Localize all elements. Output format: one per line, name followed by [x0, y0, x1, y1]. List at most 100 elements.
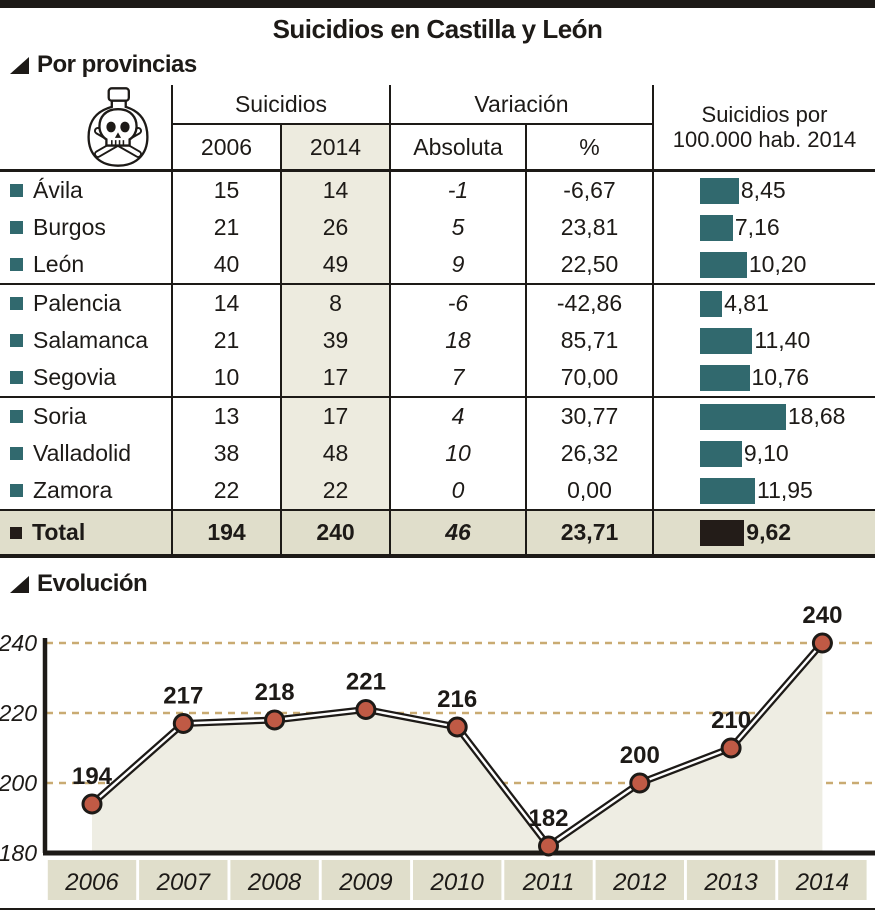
rate-value: 18,68 [787, 403, 846, 429]
data-label: 194 [72, 763, 113, 790]
year-box [778, 860, 867, 900]
variation-percent-cell: 22,50 [525, 246, 652, 283]
province-name: León [33, 251, 85, 277]
suicides-2006-cell: 22 [171, 472, 280, 509]
rate-value: 8,45 [740, 177, 786, 203]
suicides-2014-cell: 22 [280, 472, 389, 509]
table-row: Valladolid 38 48 10 26,32 9,10 [0, 435, 875, 472]
suicides-2006-cell: 13 [171, 398, 280, 435]
variation-absolute-cell: -1 [389, 172, 525, 209]
colgroup-variacion: Variación [389, 85, 652, 125]
square-bullet-icon [10, 447, 23, 460]
province-name-cell: Total [0, 511, 171, 554]
rate-value: 9,10 [743, 440, 789, 466]
suicides-2014-cell: 240 [280, 511, 389, 554]
variation-absolute-cell: 5 [389, 209, 525, 246]
province-name: Soria [33, 403, 87, 429]
province-name-cell: Palencia [0, 285, 171, 322]
variation-percent-cell: 0,00 [525, 472, 652, 509]
table-row: Palencia 14 8 -6 -42,86 4,81 [0, 283, 875, 322]
colgroup-rate: Suicidios por 100.000 hab. 2014 [652, 85, 875, 169]
square-bullet-icon [10, 526, 22, 539]
variation-percent-cell: 70,00 [525, 359, 652, 396]
data-point-marker [355, 699, 377, 720]
year-box [139, 860, 228, 900]
square-bullet-icon [10, 371, 23, 384]
rate-cell: 4,81 [652, 285, 875, 322]
rate-cell: 7,16 [652, 209, 875, 246]
suicides-2014-cell: 8 [280, 285, 389, 322]
table-body: Ávila 15 14 -1 -6,67 8,45 Burgos 21 26 5 23,81 7,16… [0, 172, 875, 558]
province-name: Palencia [33, 290, 122, 316]
variation-absolute-cell: 46 [389, 511, 525, 554]
variation-percent-cell: 26,32 [525, 435, 652, 472]
table-total-row: Total 194 240 46 23,71 9,62 [0, 509, 875, 558]
rate-bar [700, 177, 739, 204]
x-tick-label: 2012 [612, 869, 666, 896]
x-tick-label: 2006 [64, 869, 119, 896]
suicides-2014-cell: 48 [280, 435, 389, 472]
rate-value: 4,81 [724, 290, 769, 316]
rate-cell: 9,10 [652, 435, 875, 472]
province-name: Burgos [33, 214, 106, 240]
colheader-2006: 2006 [171, 125, 280, 169]
suicides-2006-cell: 21 [171, 322, 280, 359]
rate-cell: 11,40 [652, 322, 875, 359]
variation-absolute-cell: 7 [389, 359, 525, 396]
square-bullet-icon [10, 297, 23, 310]
x-tick-label: 2007 [156, 869, 212, 896]
data-label: 218 [255, 679, 295, 706]
province-name-cell: Valladolid [0, 435, 171, 472]
y-tick-label: 180 [0, 840, 37, 866]
variation-absolute-cell: 18 [389, 322, 525, 359]
variation-absolute-cell: 10 [389, 435, 525, 472]
rate-value: 11,95 [757, 477, 813, 503]
area-fill [92, 643, 823, 853]
rate-cell: 11,95 [652, 472, 875, 509]
variation-percent-cell: -42,86 [525, 285, 652, 322]
year-box [504, 860, 593, 900]
rate-value: 7,16 [734, 214, 780, 240]
colheader-2014: 2014 [280, 125, 389, 169]
rate-bar [700, 403, 786, 430]
poison-skull-bottle-icon [0, 85, 171, 169]
evolution-line-chart: 240 220 200 180 194 217 218 221 216 182 200 210 240 2… [0, 604, 875, 900]
province-name-cell: Ávila [0, 172, 171, 209]
province-name-cell: Soria [0, 398, 171, 435]
suicides-2014-cell: 49 [280, 246, 389, 283]
colheader-absoluta: Absoluta [389, 125, 525, 169]
colgroup-suicidios: Suicidios [171, 85, 389, 125]
rate-bar [700, 290, 723, 317]
province-name: Segovia [33, 364, 117, 390]
suicides-2014-cell: 17 [280, 398, 389, 435]
province-name: Total [32, 519, 86, 545]
x-tick-label: 2010 [430, 869, 485, 896]
table-row: Segovia 10 17 7 70,00 10,76 [0, 359, 875, 396]
x-tick-label: 2013 [703, 869, 758, 896]
data-point-marker [720, 737, 742, 759]
section-evolution-label: Evolución [37, 570, 148, 597]
section-provinces: Por provincias [10, 51, 875, 79]
data-label: 200 [620, 742, 660, 769]
footer-rule [0, 908, 875, 910]
table-row: Zamora 22 22 0 0,00 11,95 [0, 472, 875, 509]
data-point-marker [81, 793, 103, 815]
suicides-2006-cell: 38 [171, 435, 280, 472]
data-label: 182 [528, 805, 568, 832]
data-point-marker [629, 772, 651, 794]
rate-bar [700, 519, 745, 546]
colheader-percent: % [525, 125, 652, 169]
suicides-2006-cell: 15 [171, 172, 280, 209]
suicides-2014-cell: 14 [280, 172, 389, 209]
data-point-marker [538, 835, 559, 857]
table-row: Ávila 15 14 -1 -6,67 8,45 [0, 172, 875, 209]
suicides-2006-cell: 21 [171, 209, 280, 246]
y-tick-label: 220 [0, 700, 37, 726]
province-name-cell: Burgos [0, 209, 171, 246]
square-bullet-icon [10, 410, 23, 423]
x-tick-label: 2011 [522, 869, 575, 896]
rate-cell: 9,62 [652, 511, 875, 554]
rate-bar [700, 364, 750, 391]
variation-percent-cell: -6,67 [525, 172, 652, 209]
